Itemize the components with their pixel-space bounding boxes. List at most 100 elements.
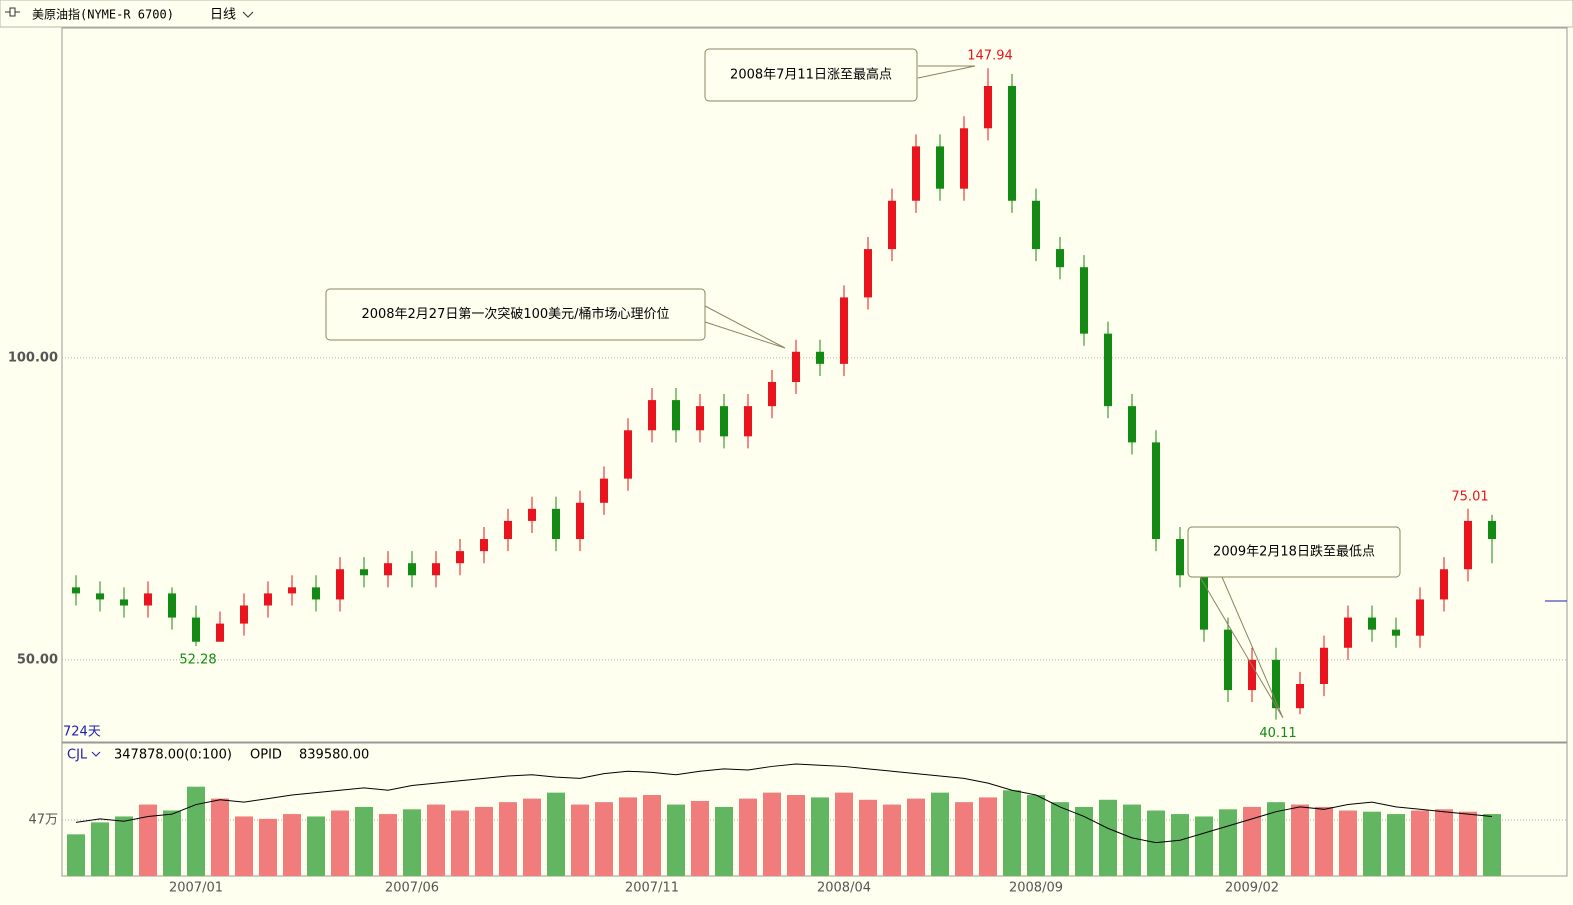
volume-bar — [1339, 810, 1357, 876]
volume-bar — [1219, 809, 1237, 876]
volume-bar — [1123, 804, 1141, 876]
volume-bar — [787, 795, 805, 876]
volume-bar — [451, 810, 469, 876]
volume-bar — [355, 806, 373, 876]
candle-body — [432, 563, 440, 576]
volume-bar — [1003, 790, 1021, 876]
instrument-title[interactable]: 美原油指(NYME-R 6700) — [32, 7, 174, 22]
callout-text: 2008年7月11日涨至最高点 — [730, 67, 892, 83]
volume-bar — [91, 822, 109, 876]
period-selector[interactable]: 日线 — [210, 8, 236, 23]
volume-bar — [1195, 816, 1213, 876]
candle-body — [912, 146, 920, 201]
volume-bar — [499, 802, 517, 876]
x-tick-label: 2007/11 — [625, 881, 679, 896]
volume-bar — [1315, 806, 1333, 876]
volume-bar — [427, 804, 445, 876]
x-tick-label: 2007/01 — [169, 881, 223, 896]
candle-body — [624, 430, 632, 479]
candle-body — [192, 617, 200, 642]
candle-body — [1320, 647, 1328, 685]
volume-bar — [379, 814, 397, 876]
callout-box — [325, 288, 706, 341]
volume-bar — [667, 804, 685, 876]
volume-bar — [67, 834, 85, 876]
volume-bar — [811, 797, 829, 876]
volume-bar — [163, 810, 181, 876]
callout-pointer — [1199, 576, 1284, 719]
volume-bar — [1051, 802, 1069, 876]
candle-body — [864, 249, 872, 298]
candle-body — [936, 146, 944, 189]
volume-bar — [1075, 806, 1093, 876]
volume-bar — [763, 792, 781, 876]
x-tick-label: 2007/06 — [385, 881, 439, 896]
bar-count: 724天 — [63, 725, 101, 740]
y-tick-label: 50.00 — [17, 652, 58, 667]
candle-body — [816, 351, 824, 364]
x-tick-label: 2008/04 — [817, 881, 871, 896]
extreme-label: 40.11 — [1259, 726, 1296, 741]
candle-body — [1296, 684, 1304, 709]
candle-body — [648, 400, 656, 431]
indicator-dropdown[interactable] — [91, 751, 101, 757]
volume-bar — [643, 795, 661, 876]
volume-bar — [931, 792, 949, 876]
candle-body — [528, 508, 536, 521]
candle-body — [240, 605, 248, 624]
volume-bar — [859, 799, 877, 876]
volume-bar — [979, 797, 997, 876]
candle-body — [456, 551, 464, 564]
volume-bar — [1099, 799, 1117, 876]
candle-body — [1248, 659, 1256, 691]
candle-body — [336, 569, 344, 600]
volume-bar — [307, 816, 325, 876]
candle-body — [1488, 520, 1496, 540]
candle-body — [408, 563, 416, 576]
volume-bar — [1363, 811, 1381, 876]
candle-body — [744, 406, 752, 437]
indicator-name[interactable]: CJL — [67, 748, 88, 763]
candle-body — [792, 351, 800, 382]
candle-body — [1368, 617, 1376, 630]
volume-bar — [739, 798, 757, 876]
period-dropdown[interactable] — [242, 11, 254, 18]
candle-body — [480, 539, 488, 552]
volume-bar — [1291, 804, 1309, 876]
volume-bar — [1483, 814, 1501, 876]
extreme-label: 52.28 — [179, 653, 216, 668]
volume-bar — [1147, 810, 1165, 876]
volume-bar — [1243, 806, 1261, 876]
candle-body — [552, 508, 560, 540]
volume-bar — [523, 798, 541, 876]
candle-body — [1344, 617, 1352, 648]
volume-bar — [1267, 802, 1285, 876]
opid-line — [75, 763, 1493, 844]
volume-bar — [715, 806, 733, 876]
candle-body — [72, 587, 80, 594]
candle-body — [960, 128, 968, 189]
candle-body — [312, 587, 320, 600]
volume-bar — [1027, 795, 1045, 876]
candle-body — [1008, 85, 1016, 201]
volume-bar — [235, 816, 253, 876]
candle-body — [216, 623, 224, 642]
opid-name: OPID — [250, 748, 282, 763]
volume-bar — [619, 797, 637, 876]
candle-body — [504, 520, 512, 540]
x-tick-label: 2009/02 — [1225, 881, 1279, 896]
candle-body — [1176, 539, 1184, 576]
callout-text: 2009年2月18日跌至最低点 — [1213, 544, 1375, 560]
candle-body — [1152, 442, 1160, 540]
volume-bar — [1171, 814, 1189, 876]
candle-body — [384, 563, 392, 576]
link-icon[interactable] — [5, 7, 20, 17]
candle-body — [840, 297, 848, 364]
volume-bar — [1411, 810, 1429, 876]
candle-body — [288, 587, 296, 594]
volume-bar — [403, 809, 421, 876]
volume-bar — [115, 816, 133, 876]
candle-body — [144, 593, 152, 606]
